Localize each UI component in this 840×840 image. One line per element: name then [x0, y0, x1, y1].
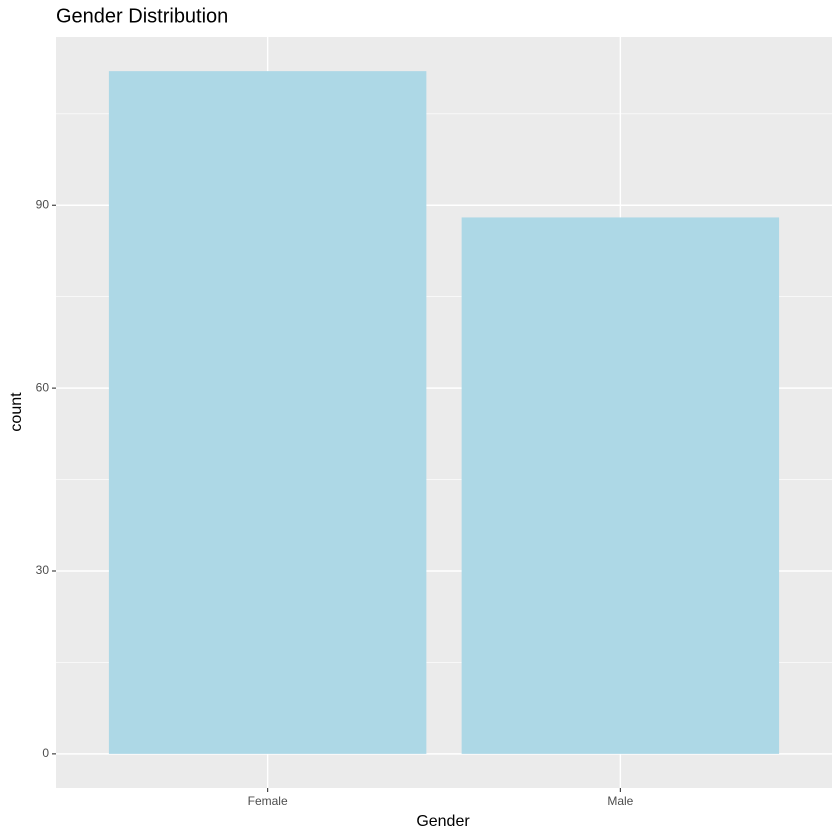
y-tick-label: 0 [42, 746, 49, 760]
x-axis-label: Gender [416, 813, 470, 830]
chart-title: Gender Distribution [56, 5, 228, 27]
y-tick-label: 60 [36, 380, 50, 394]
y-axis-label: count [8, 392, 25, 432]
x-tick-label: Female [248, 794, 288, 808]
x-tick-label: Male [607, 794, 633, 808]
y-tick-label: 30 [36, 563, 50, 577]
y-tick-label: 90 [36, 197, 50, 211]
bar [108, 71, 427, 754]
bar [461, 217, 780, 754]
